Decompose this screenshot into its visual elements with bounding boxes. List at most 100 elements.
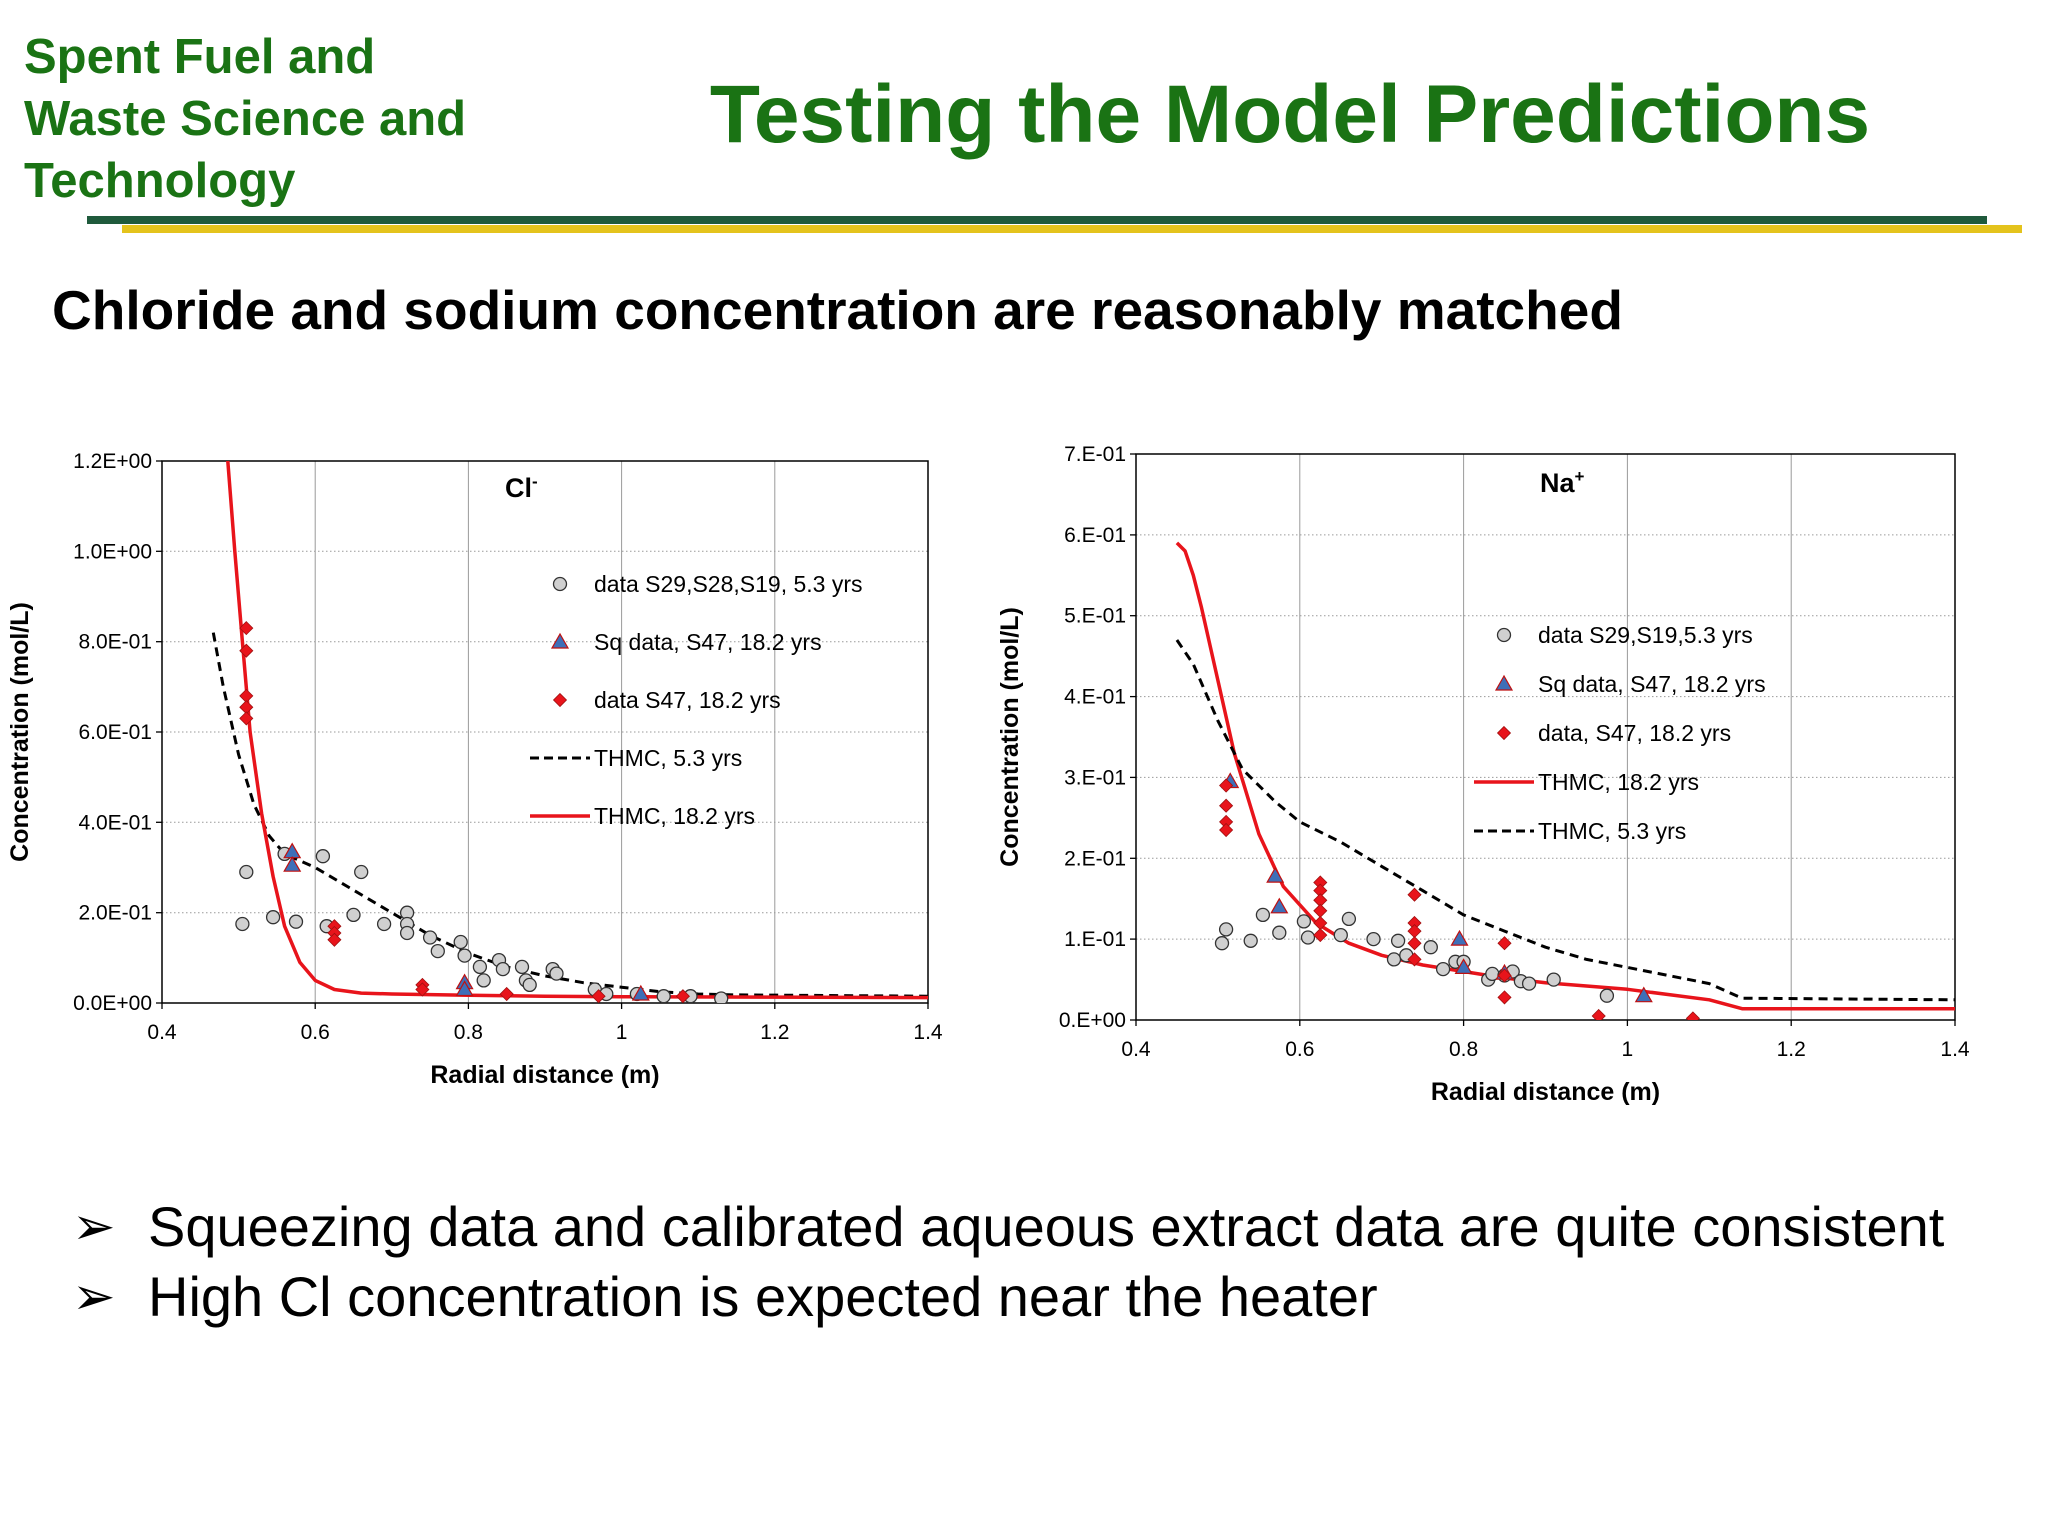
y-tick-label: 1.E-01 xyxy=(1064,928,1126,951)
circle-data-point xyxy=(346,907,361,923)
circle-data-point xyxy=(453,934,468,950)
legend: data S29,S28,S19, 5.3 yrs Sq data, S47, 1… xyxy=(530,571,863,829)
circle-data-point xyxy=(549,966,564,981)
triangle-data-point xyxy=(631,984,650,1001)
species-label: Na+ xyxy=(1540,467,1585,498)
circle-data-point xyxy=(1341,911,1357,927)
y-tick-label: 1.0E+00 xyxy=(73,540,152,563)
circle-data-point xyxy=(1521,976,1537,991)
y-tick-label: 4.0E-01 xyxy=(78,811,152,834)
circle-data-point xyxy=(399,925,415,941)
circle-data-point xyxy=(714,991,729,1003)
diamond-data-point xyxy=(415,982,430,997)
diamond-data-point xyxy=(239,711,254,726)
y-tick-label: 0.0E+00 xyxy=(73,992,152,1015)
plot-area xyxy=(162,461,928,1003)
plot-area xyxy=(1136,454,1955,1020)
circle-data-point xyxy=(1423,940,1438,955)
y-tick-label: 7.E-01 xyxy=(1064,443,1126,466)
y-tick-label: 4.E-01 xyxy=(1064,686,1126,709)
circle-data-point xyxy=(235,916,250,932)
arrow-bullet-icon: ➢ xyxy=(72,1197,116,1257)
circle-data-point xyxy=(288,914,304,929)
legend-triangle-swatch xyxy=(550,632,570,649)
legend-label: THMC, 5.3 yrs xyxy=(1538,818,1686,844)
circle-data-point xyxy=(472,959,488,975)
bullet-list: ➢ Squeezing data and calibrated aqueous … xyxy=(72,1192,2032,1332)
x-tick-label: 1 xyxy=(616,1021,628,1044)
triangle-data-point xyxy=(283,855,302,872)
y-tick-label: 6.E-01 xyxy=(1064,524,1126,547)
header-rule-dark xyxy=(87,216,1987,224)
bullet-item: ➢ Squeezing data and calibrated aqueous … xyxy=(72,1192,2032,1262)
x-tick-label: 1 xyxy=(1622,1038,1634,1061)
grid-lines xyxy=(162,461,928,1003)
bullet-item: ➢ High Cl concentration is expected near… xyxy=(72,1262,2032,1332)
legend-label: Sq data, S47, 18.2 yrs xyxy=(594,629,822,655)
diamond-data-point xyxy=(1407,887,1422,902)
sodium-chart: 0.4 0.6 0.8 1 1.2 1.4 0.E+00 1.E-01 2.E-01 3.E-01… xyxy=(996,443,1970,1106)
diamond-data-point xyxy=(1497,990,1512,1005)
arrow-bullet-icon: ➢ xyxy=(72,1267,116,1327)
circle-data-point xyxy=(422,930,438,945)
bullet-text: High Cl concentration is expected near t… xyxy=(148,1265,1378,1328)
plot-content xyxy=(211,461,928,1003)
circle-data-point xyxy=(1214,936,1230,951)
diamond-data-point xyxy=(1497,968,1512,983)
thmc-18yr-line xyxy=(1175,541,1955,1011)
legend-triangle-swatch xyxy=(1494,674,1514,691)
circle-data-point xyxy=(265,910,281,925)
diamond-data-point xyxy=(499,986,514,1002)
diamond-data-point xyxy=(239,643,254,658)
legend-label: THMC, 18.2 yrs xyxy=(594,803,755,829)
x-tick-label: 0.8 xyxy=(454,1021,483,1044)
y-tick-label: 2.0E-01 xyxy=(78,902,152,925)
triangle-data-point xyxy=(1634,986,1653,1003)
diamond-data-point xyxy=(675,989,690,1003)
circle-data-point xyxy=(1386,952,1402,967)
circle-data-point xyxy=(1546,972,1561,987)
diamond-data-point xyxy=(1685,1011,1700,1020)
circle-data-point xyxy=(1243,933,1258,948)
circle-data-point xyxy=(1296,914,1312,929)
x-tick-label: 0.6 xyxy=(301,1021,330,1044)
circle-data-point xyxy=(354,864,369,880)
y-tick-label: 6.0E-01 xyxy=(78,721,152,744)
organization-name: Spent Fuel and Waste Science and Technol… xyxy=(24,26,544,212)
diamond-data-point xyxy=(1407,936,1422,951)
plot-content xyxy=(1175,541,1955,1020)
y-axis-label: Concentration (mol/L) xyxy=(996,607,1024,867)
circle-data-point xyxy=(315,849,331,864)
legend-diamond-swatch xyxy=(552,692,568,708)
diamond-data-point xyxy=(1591,1008,1606,1020)
diamond-data-point xyxy=(1313,928,1328,943)
x-tick-label: 1.2 xyxy=(1777,1038,1806,1061)
circle-data-point xyxy=(430,943,445,959)
y-tick-label: 8.0E-01 xyxy=(78,631,152,654)
circle-data-point xyxy=(1366,931,1381,947)
diamond-data-point xyxy=(1497,936,1512,951)
diamond-data-point xyxy=(1407,952,1422,967)
triangle-data-point xyxy=(1266,866,1285,883)
x-axis-label: Radial distance (m) xyxy=(1431,1078,1660,1106)
thmc-5yr-line xyxy=(1175,639,1955,1002)
x-tick-label: 0.4 xyxy=(1121,1038,1151,1061)
grid-lines xyxy=(1136,454,1955,1020)
x-tick-label: 1.4 xyxy=(1940,1038,1970,1061)
circle-data-point xyxy=(1300,930,1316,945)
legend: data S29,S19,5.3 yrs Sq data, S47, 18.2 y… xyxy=(1474,622,1766,844)
circle-data-point xyxy=(1333,927,1348,943)
circle-data-point xyxy=(495,961,511,977)
species-charge: + xyxy=(1575,467,1585,486)
species-charge: - xyxy=(532,472,538,491)
triangle-data-point xyxy=(455,980,474,997)
x-tick-label: 0.8 xyxy=(1449,1038,1478,1061)
y-tick-label: 1.2E+00 xyxy=(73,450,152,473)
legend-label: data S29,S28,S19, 5.3 yrs xyxy=(594,571,863,597)
triangle-data-point xyxy=(1270,897,1289,914)
legend-label: Sq data, S47, 18.2 yrs xyxy=(1538,671,1766,697)
circle-data-point xyxy=(457,948,472,963)
diamond-data-point xyxy=(1219,822,1234,838)
y-tick-label: 2.E-01 xyxy=(1064,847,1126,870)
circle-data-point xyxy=(376,916,392,932)
